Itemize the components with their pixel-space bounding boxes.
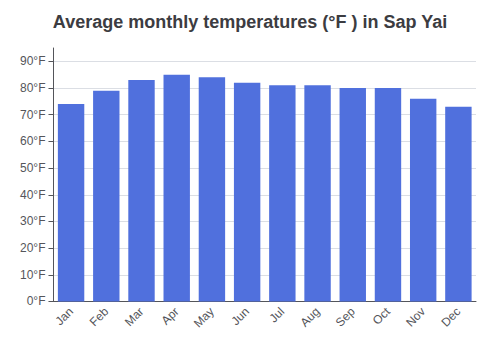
svg-text:Mar: Mar: [122, 305, 147, 329]
svg-text:10°F: 10°F: [20, 268, 45, 282]
svg-text:Dec: Dec: [438, 305, 463, 330]
svg-text:90°F: 90°F: [20, 54, 45, 68]
svg-text:Apr: Apr: [159, 305, 182, 328]
svg-text:40°F: 40°F: [20, 188, 45, 202]
svg-text:0°F: 0°F: [27, 294, 46, 308]
svg-text:Jan: Jan: [52, 305, 76, 329]
svg-text:Oct: Oct: [370, 304, 394, 328]
svg-text:70°F: 70°F: [20, 108, 45, 122]
svg-text:Average monthly temperatures (: Average monthly temperatures (°F ) in Sa…: [53, 12, 447, 32]
svg-text:30°F: 30°F: [20, 214, 45, 228]
svg-text:50°F: 50°F: [20, 161, 45, 175]
svg-text:Nov: Nov: [403, 305, 428, 330]
svg-text:Feb: Feb: [87, 304, 112, 329]
svg-text:20°F: 20°F: [20, 241, 45, 255]
svg-text:Jul: Jul: [267, 305, 288, 326]
svg-text:May: May: [191, 305, 217, 331]
svg-text:Aug: Aug: [298, 305, 323, 330]
svg-text:60°F: 60°F: [20, 134, 45, 148]
svg-text:Jun: Jun: [229, 305, 253, 329]
svg-text:Sep: Sep: [333, 304, 358, 329]
svg-text:80°F: 80°F: [20, 81, 45, 95]
